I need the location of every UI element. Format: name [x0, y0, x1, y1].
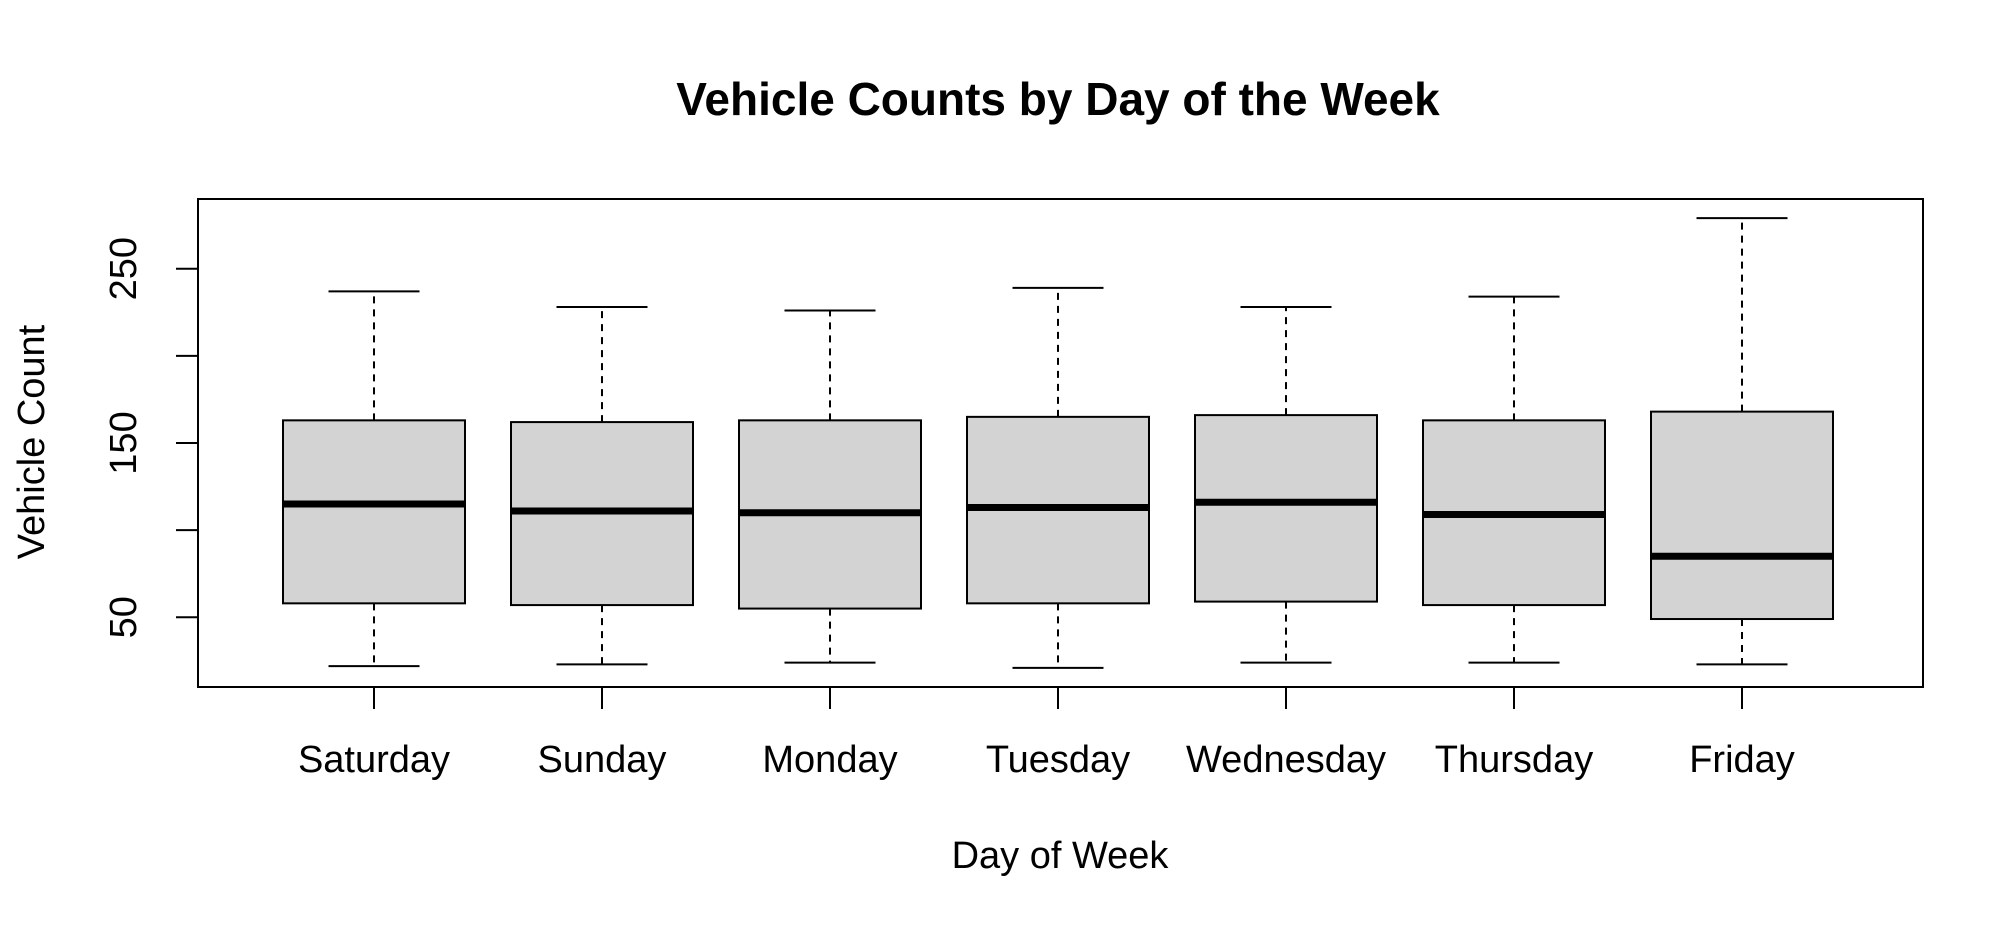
box-group	[738, 309, 922, 664]
box-iqr	[282, 419, 466, 605]
x-tick-label: Tuesday	[986, 739, 1130, 781]
x-tick-label: Saturday	[298, 739, 450, 781]
y-axis-label: Vehicle Count	[11, 324, 53, 559]
x-tick-label: Sunday	[538, 739, 667, 781]
x-axis-label: Day of Week	[952, 835, 1170, 877]
x-tick-label: Thursday	[1435, 739, 1593, 781]
y-tick-label: 150	[103, 411, 145, 474]
box-group	[1650, 217, 1834, 666]
boxes	[282, 217, 1834, 669]
y-axis: 50 150 250	[103, 237, 198, 638]
x-axis: Saturday Sunday Monday Tuesday Wednesday Thur…	[298, 687, 1795, 781]
box-iqr	[1650, 410, 1834, 621]
box-group	[1422, 295, 1606, 664]
box-group	[282, 290, 466, 668]
y-tick-label: 50	[103, 596, 145, 638]
box-iqr	[1194, 414, 1378, 603]
chart-title: Vehicle Counts by Day of the Week	[676, 73, 1440, 125]
x-tick-label: Friday	[1689, 739, 1795, 781]
x-tick-label: Wednesday	[1186, 739, 1386, 781]
y-tick-label: 250	[103, 237, 145, 300]
box-group	[1194, 306, 1378, 664]
box-group	[966, 286, 1150, 669]
box-group	[510, 306, 694, 666]
x-tick-label: Monday	[762, 739, 897, 781]
